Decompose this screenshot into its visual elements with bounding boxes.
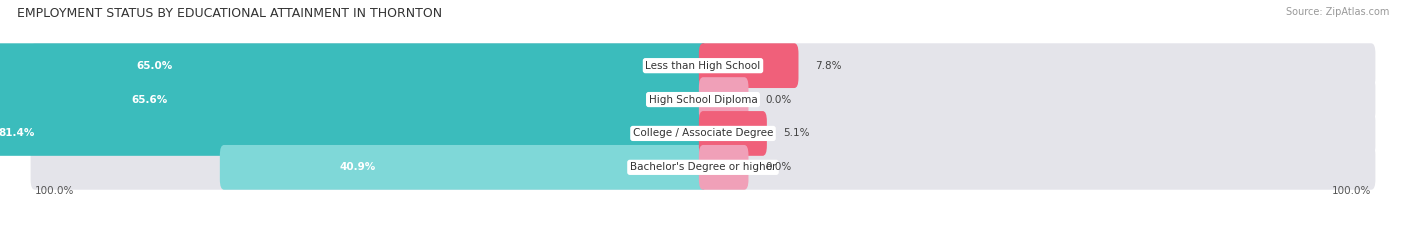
Text: 7.8%: 7.8% [815,61,842,71]
Text: College / Associate Degree: College / Associate Degree [633,128,773,138]
Text: 81.4%: 81.4% [0,128,35,138]
Text: 5.1%: 5.1% [783,128,810,138]
FancyBboxPatch shape [31,43,1375,88]
Text: Less than High School: Less than High School [645,61,761,71]
Text: 100.0%: 100.0% [1331,186,1371,196]
FancyBboxPatch shape [31,145,1375,190]
FancyBboxPatch shape [699,111,766,156]
Text: 40.9%: 40.9% [340,162,377,172]
FancyBboxPatch shape [0,111,707,156]
Text: Bachelor's Degree or higher: Bachelor's Degree or higher [630,162,776,172]
Text: EMPLOYMENT STATUS BY EDUCATIONAL ATTAINMENT IN THORNTON: EMPLOYMENT STATUS BY EDUCATIONAL ATTAINM… [17,7,441,20]
FancyBboxPatch shape [31,77,1375,122]
Text: Source: ZipAtlas.com: Source: ZipAtlas.com [1285,7,1389,17]
FancyBboxPatch shape [699,145,748,190]
Text: 65.6%: 65.6% [132,95,167,105]
FancyBboxPatch shape [0,77,707,122]
FancyBboxPatch shape [699,77,748,122]
FancyBboxPatch shape [0,43,707,88]
Text: 0.0%: 0.0% [765,162,792,172]
Text: 65.0%: 65.0% [136,61,173,71]
Text: 100.0%: 100.0% [35,186,75,196]
Text: High School Diploma: High School Diploma [648,95,758,105]
FancyBboxPatch shape [31,111,1375,156]
FancyBboxPatch shape [699,43,799,88]
Text: 0.0%: 0.0% [765,95,792,105]
FancyBboxPatch shape [219,145,707,190]
